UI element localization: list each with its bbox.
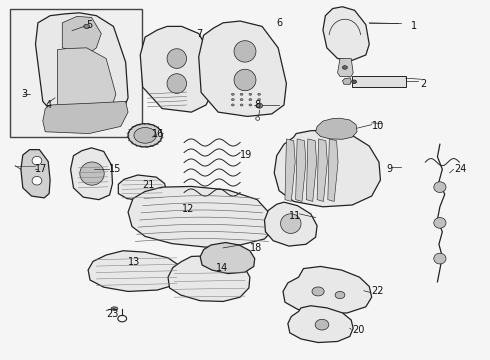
Ellipse shape [312,287,324,296]
Ellipse shape [231,93,234,95]
Ellipse shape [240,93,243,95]
Polygon shape [285,139,295,202]
Ellipse shape [167,74,187,93]
Polygon shape [343,78,351,84]
Ellipse shape [134,127,156,143]
Ellipse shape [249,99,252,101]
Ellipse shape [84,24,90,28]
Text: 16: 16 [152,129,165,139]
Text: 14: 14 [216,262,228,273]
Text: 4: 4 [45,100,51,110]
Polygon shape [88,251,183,292]
Text: 20: 20 [352,325,365,335]
Text: 11: 11 [289,211,301,221]
Text: 24: 24 [455,164,467,174]
Polygon shape [295,139,306,202]
Polygon shape [71,148,113,200]
Polygon shape [118,175,167,202]
Text: 13: 13 [128,257,140,267]
Ellipse shape [231,99,234,101]
Ellipse shape [249,104,252,106]
Polygon shape [168,256,250,301]
Ellipse shape [234,69,256,91]
Text: 17: 17 [34,164,47,174]
Ellipse shape [258,104,261,106]
Ellipse shape [240,99,243,101]
Text: 8: 8 [255,100,261,110]
Polygon shape [323,7,369,60]
Ellipse shape [335,292,345,298]
Polygon shape [200,243,255,274]
Ellipse shape [111,307,118,310]
Ellipse shape [80,162,104,185]
Ellipse shape [231,104,234,106]
Polygon shape [140,26,213,112]
Ellipse shape [240,104,243,106]
Text: 9: 9 [386,164,392,174]
Polygon shape [265,202,317,246]
Ellipse shape [128,124,162,147]
Ellipse shape [434,182,446,193]
Text: 7: 7 [196,28,202,39]
Polygon shape [43,102,128,134]
Polygon shape [338,59,353,76]
Text: 12: 12 [182,203,194,213]
Polygon shape [316,118,357,139]
Polygon shape [128,186,273,247]
Ellipse shape [32,157,42,165]
Ellipse shape [343,66,347,69]
Text: 1: 1 [411,21,417,31]
Ellipse shape [32,176,42,185]
Polygon shape [35,13,128,126]
Text: 22: 22 [372,286,384,296]
Polygon shape [283,266,372,314]
Polygon shape [57,48,116,120]
Ellipse shape [167,49,187,68]
Text: 6: 6 [277,18,283,28]
Bar [352,76,406,87]
Ellipse shape [281,214,301,233]
Ellipse shape [249,93,252,95]
Text: 23: 23 [106,309,119,319]
Text: 3: 3 [21,89,27,99]
Text: 15: 15 [109,164,121,174]
Ellipse shape [234,41,256,62]
Polygon shape [274,130,380,207]
Text: 21: 21 [143,180,155,190]
Polygon shape [328,139,338,202]
Bar [10,9,142,137]
Polygon shape [21,150,50,198]
Ellipse shape [315,319,329,330]
Text: 5: 5 [87,19,93,30]
Polygon shape [306,139,317,202]
Ellipse shape [352,80,357,84]
Text: 2: 2 [420,78,427,89]
Text: 19: 19 [240,150,252,160]
Ellipse shape [434,217,446,228]
Ellipse shape [257,103,263,108]
Text: 18: 18 [250,243,262,253]
Polygon shape [317,139,327,202]
Text: 10: 10 [372,121,384,131]
Polygon shape [62,17,101,55]
Ellipse shape [258,99,261,101]
Ellipse shape [434,253,446,264]
Polygon shape [288,306,353,342]
Ellipse shape [258,93,261,95]
Polygon shape [199,21,287,116]
